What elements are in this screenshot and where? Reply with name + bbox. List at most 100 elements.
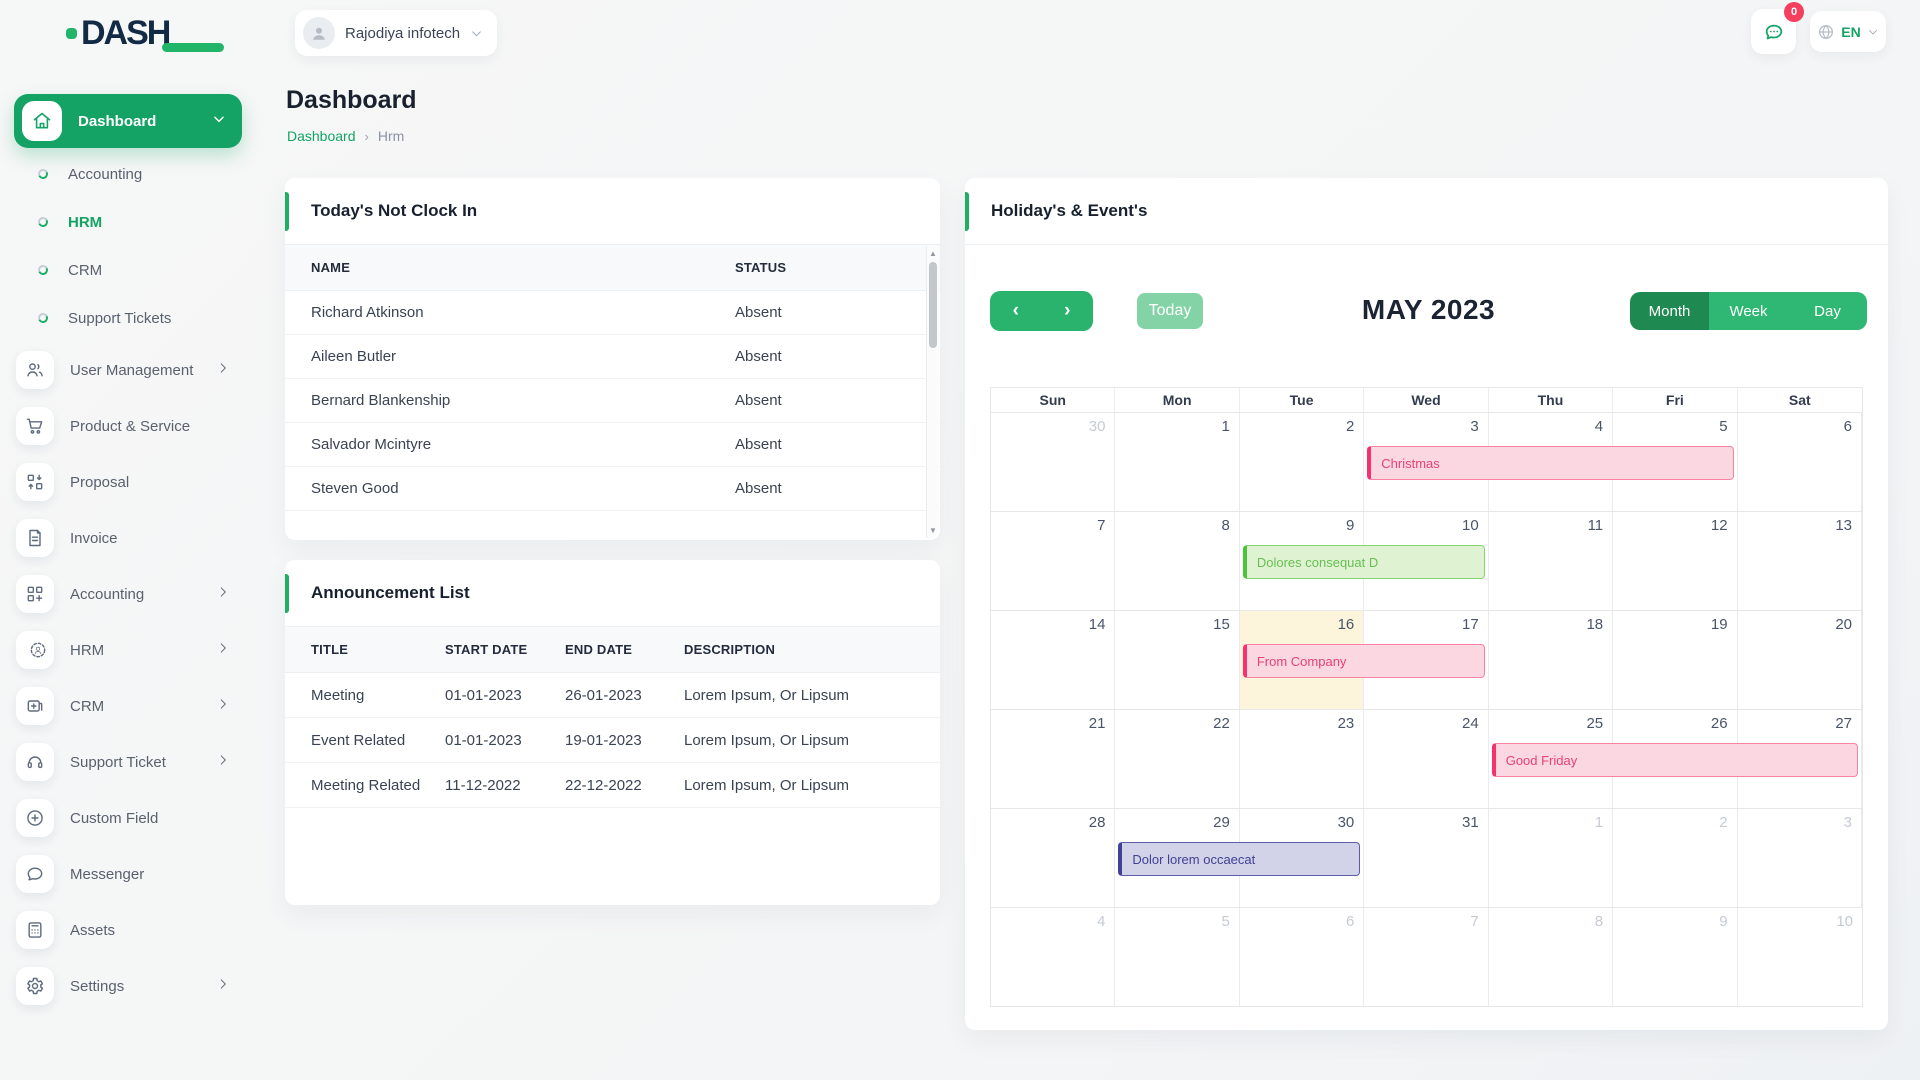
sidebar-item-hrm-sub[interactable]: HRM [0,198,252,246]
calendar-day-cell[interactable]: 8 [1115,512,1240,610]
day-number: 1 [1594,814,1604,831]
calendar-day-cell[interactable]: 1 [1115,413,1240,511]
scroll-down-icon[interactable]: ▼ [929,526,937,535]
sidebar-item-messenger[interactable]: Messenger [0,846,252,902]
column-header: NAME [311,260,351,275]
sidebar-item-crm[interactable]: CRM [0,678,252,734]
sidebar-item-custom-field[interactable]: Custom Field [0,790,252,846]
calendar-day-cell[interactable]: 2 [1240,413,1365,511]
calendar-day-cell[interactable]: 12 [1613,512,1738,610]
sidebar-item-support-ticket[interactable]: Support Ticket [0,734,252,790]
company-selector[interactable]: Rajodiya infotech [295,10,498,56]
calendar-day-cell[interactable]: 21 [991,710,1116,808]
status-badge: Absent [735,436,782,453]
calendar-day-cell[interactable]: 15 [1115,611,1240,709]
calendar-day-cell[interactable]: 2 [1613,809,1738,907]
sidebar-item-invoice[interactable]: Invoice [0,510,252,566]
calendar-day-cell[interactable]: 5 [1613,413,1738,511]
day-number: 12 [1710,517,1728,534]
breadcrumb-dashboard-link[interactable]: Dashboard [287,128,356,144]
calendar-day-cell[interactable]: 10 [1738,908,1862,1006]
calendar-day-cell[interactable]: 20 [1738,611,1862,709]
calendar-day-cell[interactable]: 5 [1115,908,1240,1006]
prev-month-button[interactable]: ‹ [1012,300,1019,321]
scroll-up-icon[interactable]: ▲ [929,249,937,258]
sidebar-item-dashboard[interactable]: Dashboard [14,94,242,148]
calendar-day-cell[interactable]: 30 [1240,809,1365,907]
sidebar-item-accounting[interactable]: Accounting [0,566,252,622]
calendar-day-cell[interactable]: 7 [991,512,1116,610]
view-month-button[interactable]: Month [1630,292,1709,330]
view-week-button[interactable]: Week [1709,292,1788,330]
sidebar-item-accounting-sub[interactable]: Accounting [0,150,252,198]
calendar-day-cell[interactable]: 13 [1738,512,1862,610]
cart-icon [16,407,54,445]
calendar-day-cell[interactable]: 8 [1489,908,1614,1006]
dow-label: Tue [1240,388,1365,412]
calendar-day-cell[interactable]: 9 [1613,908,1738,1006]
calendar-day-cell[interactable]: 6 [1240,908,1365,1006]
language-selector[interactable]: EN [1810,11,1886,52]
sidebar-item-user-management[interactable]: User Management [0,342,252,398]
breadcrumb: Dashboard › Hrm [287,128,404,144]
sidebar-item-label: User Management [70,361,194,379]
calendar-day-cell[interactable]: 10 [1364,512,1489,610]
status-badge: Absent [735,348,782,365]
calendar-day-cell[interactable]: 23 [1240,710,1365,808]
calendar-day-cell[interactable]: 1 [1489,809,1614,907]
chat-icon [16,855,54,893]
notifications-button[interactable]: 0 [1751,2,1804,54]
calendar-day-cell[interactable]: 19 [1613,611,1738,709]
scrollbar-thumb[interactable] [929,262,937,348]
sidebar-item-label: Support Tickets [68,309,172,327]
day-number: 5 [1221,913,1230,930]
calendar-event[interactable]: Dolores consequat D [1242,545,1485,579]
calendar-event[interactable]: Good Friday [1491,743,1858,777]
calendar-day-cell[interactable]: 4 [991,908,1116,1006]
day-number: 7 [1097,517,1106,534]
today-button[interactable]: Today [1137,293,1203,329]
calendar-day-cell[interactable]: 17 [1364,611,1489,709]
view-day-button[interactable]: Day [1788,292,1867,330]
app-logo[interactable]: DASH [66,14,224,52]
calendar-event[interactable]: From Company [1242,644,1485,678]
sidebar-item-label: Support Ticket [70,753,166,771]
table-scrollbar[interactable]: ▲ ▼ [926,246,939,538]
calendar-day-cell[interactable]: 27 [1738,710,1862,808]
calendar-day-cell[interactable]: 3 [1738,809,1862,907]
calendar-day-cell[interactable]: 14 [991,611,1116,709]
calendar-day-cell[interactable]: 30 [991,413,1116,511]
calculator-icon [16,911,54,949]
calendar-day-cell[interactable]: 22 [1115,710,1240,808]
column-header: END DATE [565,642,633,657]
sidebar-item-assets[interactable]: Assets [0,902,252,958]
sidebar-item-hrm[interactable]: HRM [0,622,252,678]
calendar-event[interactable]: Christmas [1367,446,1734,480]
calendar-day-cell[interactable]: 24 [1364,710,1489,808]
table-row: Richard Atkinson Absent [285,291,940,335]
sidebar-item-product-service[interactable]: Product & Service [0,398,252,454]
view-switcher: Month Week Day [1630,292,1867,330]
calendar-day-cell[interactable]: 18 [1489,611,1614,709]
calendar-event[interactable]: Dolor lorem occaecat [1118,842,1361,876]
sidebar-subnav: Accounting HRM CRM Support Tickets [0,150,252,342]
calendar-day-cell[interactable]: 28 [991,809,1116,907]
day-number: 17 [1462,616,1479,633]
sidebar-item-crm-sub[interactable]: CRM [0,246,252,294]
calendar-day-cell[interactable]: 7 [1364,908,1489,1006]
day-of-week-header: Sun Mon Tue Wed Thu Fri Sat [991,388,1862,412]
calendar-day-cell[interactable]: 11 [1489,512,1614,610]
status-badge: Absent [735,392,782,409]
table-row: Steven Good Absent [285,467,940,511]
day-number: 29 [1213,814,1230,831]
day-number: 11 [1587,517,1604,534]
company-name: Rajodiya infotech [345,24,461,42]
sidebar-item-support-tickets-sub[interactable]: Support Tickets [0,294,252,342]
day-number: 9 [1345,517,1355,534]
sidebar-item-proposal[interactable]: Proposal [0,454,252,510]
calendar-day-cell[interactable]: 31 [1364,809,1489,907]
calendar-day-cell[interactable]: 6 [1738,413,1862,511]
next-month-button[interactable]: › [1064,300,1071,321]
day-number: 2 [1719,814,1728,831]
sidebar-item-settings[interactable]: Settings [0,958,252,1014]
